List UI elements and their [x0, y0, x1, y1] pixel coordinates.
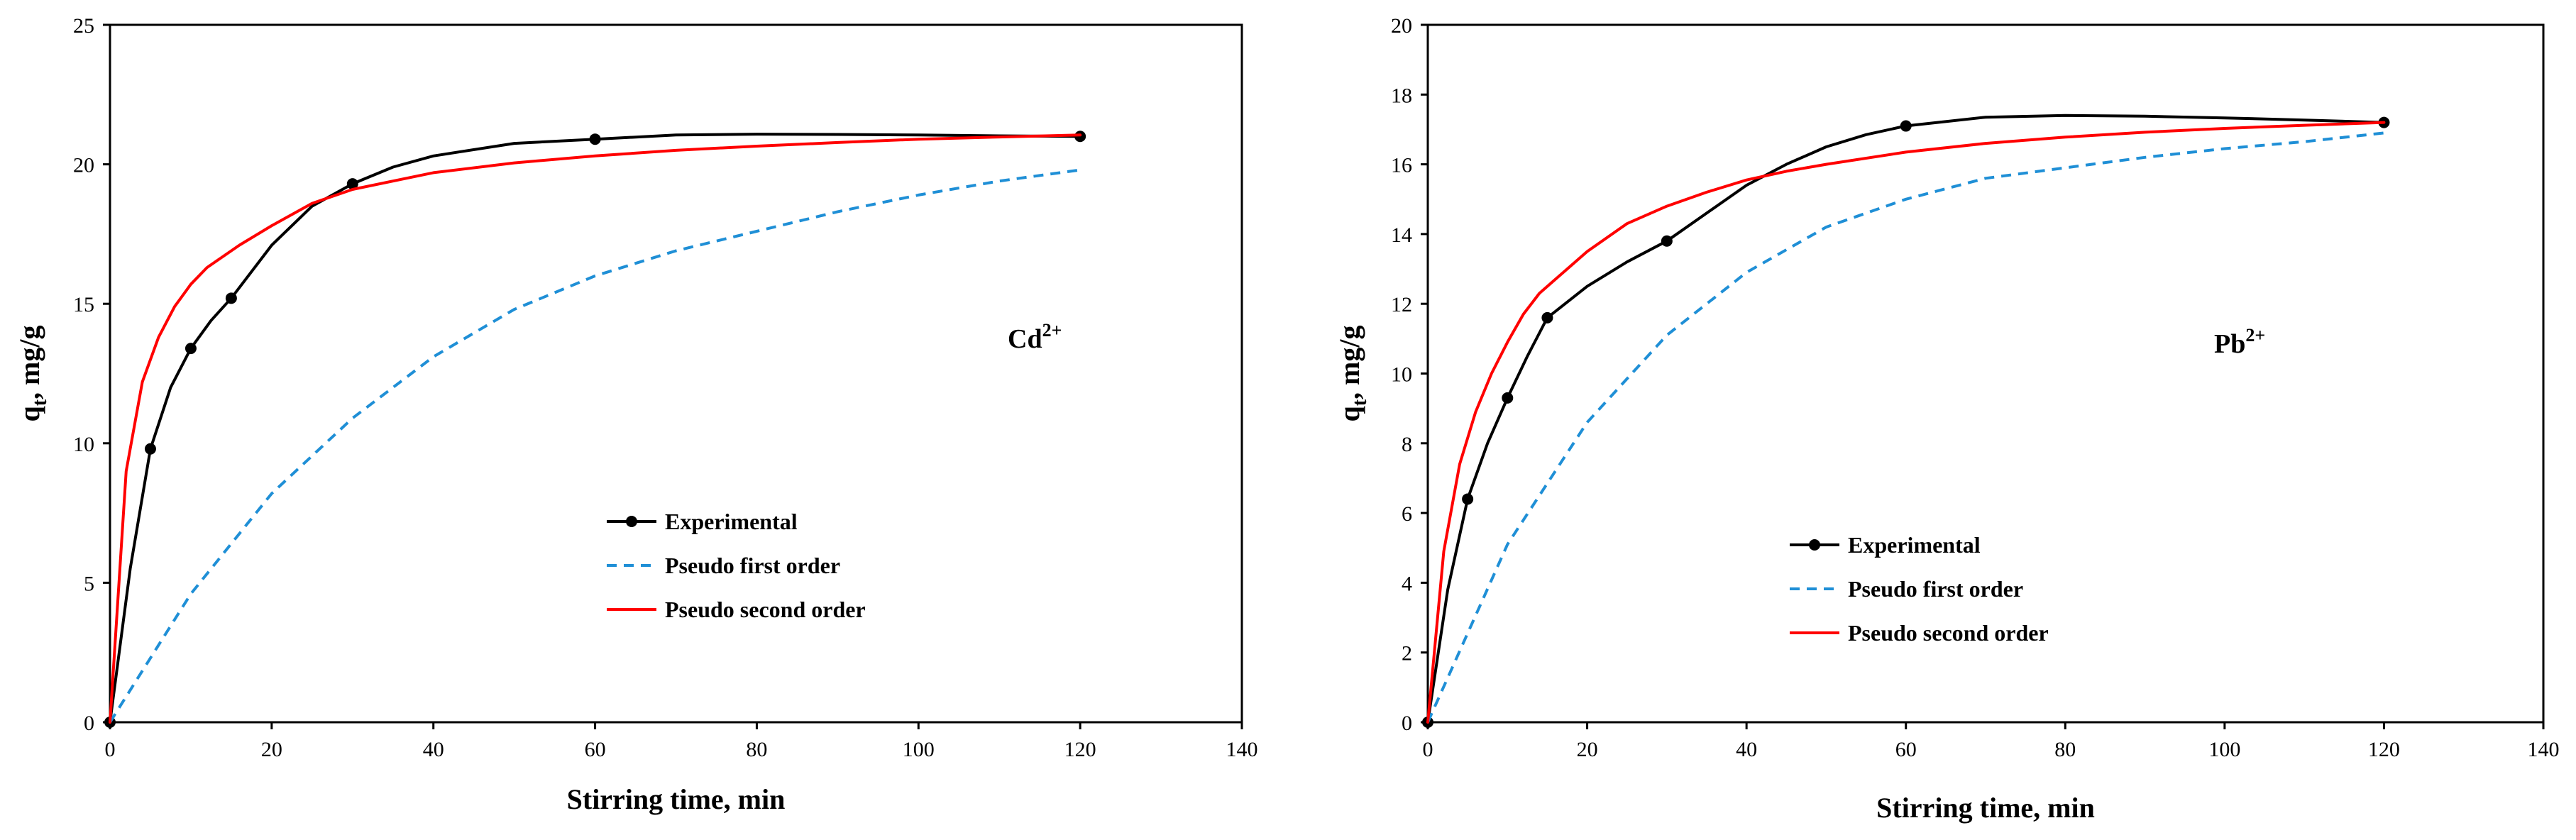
- legend-label-experimental: Experimental: [665, 509, 798, 534]
- x-tick-label: 60: [585, 738, 606, 761]
- y-tick-label: 12: [1391, 293, 1412, 316]
- pseudo-first-series-line: [109, 168, 1081, 724]
- experimental-data-point: [185, 343, 197, 355]
- y-tick-label: 6: [1402, 502, 1412, 526]
- experimental-data-point: [1661, 235, 1673, 247]
- cd-kinetics-chart: 0 20 40 60 80 100 120 140 0 5 10 15 20 25 Stirring tim…: [13, 14, 1258, 815]
- y-axis-label: qt, mg/g: [1333, 325, 1371, 421]
- plot-frame: [1426, 23, 2545, 724]
- legend-label-experimental: Experimental: [1848, 532, 1981, 558]
- y-tick-label: 14: [1391, 223, 1412, 247]
- y-tick-label: 10: [1391, 363, 1412, 387]
- experimental-data-point: [1462, 493, 1474, 505]
- x-tick-label: 120: [1064, 738, 1096, 761]
- pb-kinetics-chart: 0 20 40 60 80 100 120 140 0 2 4 6 8 10 12 14 16 18 20 Stirr…: [1333, 14, 2560, 824]
- ion-annotation: Pb2+: [2214, 325, 2265, 359]
- y-tick-label: 2: [1402, 642, 1412, 665]
- x-tick-label: 80: [2054, 738, 2076, 761]
- x-tick-label: 0: [1423, 738, 1433, 761]
- y-tick-label: 5: [84, 572, 94, 595]
- experimental-data-point: [1541, 311, 1553, 324]
- legend-label-pseudo-first: Pseudo first order: [665, 553, 840, 578]
- y-tick-label: 18: [1391, 84, 1412, 107]
- y-tick-label: 15: [73, 293, 94, 316]
- y-axis-label: qt, mg/g: [13, 325, 51, 421]
- y-tick-label: 8: [1402, 433, 1412, 456]
- legend-marker: [626, 516, 637, 527]
- x-tick-label: 140: [2528, 738, 2560, 761]
- pseudo-first-series-line: [1426, 131, 2384, 723]
- x-tick-label: 20: [261, 738, 282, 761]
- y-tick-label: 25: [73, 14, 94, 38]
- pseudo-second-series-line: [109, 133, 1082, 724]
- experimental-data-point: [225, 292, 237, 304]
- x-tick-label: 100: [2208, 738, 2240, 761]
- experimental-series-line: [109, 133, 1082, 724]
- legend-label-pseudo-second: Pseudo second order: [1848, 620, 2049, 646]
- x-tick-label: 20: [1577, 738, 1598, 761]
- y-tick-label: 20: [73, 154, 94, 177]
- y-tick-label: 0: [84, 712, 94, 735]
- y-tick-label: 20: [1391, 14, 1412, 38]
- x-tick-label: 80: [746, 738, 767, 761]
- x-tick-label: 40: [1736, 738, 1757, 761]
- y-tick-label: 10: [73, 433, 94, 456]
- experimental-data-point: [1900, 120, 1912, 132]
- y-tick-label: 4: [1402, 572, 1412, 595]
- legend-label-pseudo-second: Pseudo second order: [665, 597, 866, 622]
- legend-label-pseudo-first: Pseudo first order: [1848, 576, 2023, 602]
- legend-marker: [1809, 539, 1820, 551]
- x-tick-label: 40: [423, 738, 444, 761]
- x-axis-label: Stirring time, min: [1876, 792, 2095, 824]
- x-tick-label: 100: [903, 738, 935, 761]
- plot-frame: [109, 23, 1243, 724]
- experimental-series-line: [1426, 114, 2386, 724]
- pseudo-second-series-line: [1426, 121, 2386, 724]
- experimental-data-point: [1502, 392, 1514, 404]
- x-tick-label: 60: [1895, 738, 1917, 761]
- x-tick-label: 140: [1226, 738, 1258, 761]
- ion-annotation: Cd2+: [1008, 320, 1062, 354]
- experimental-data-point: [589, 133, 601, 145]
- x-axis-label: Stirring time, min: [567, 783, 786, 815]
- x-tick-label: 120: [2368, 738, 2400, 761]
- x-tick-label: 0: [105, 738, 116, 761]
- experimental-data-point: [144, 443, 156, 455]
- experimental-data-point: [346, 178, 358, 190]
- y-tick-label: 16: [1391, 154, 1412, 177]
- y-tick-label: 0: [1402, 712, 1412, 735]
